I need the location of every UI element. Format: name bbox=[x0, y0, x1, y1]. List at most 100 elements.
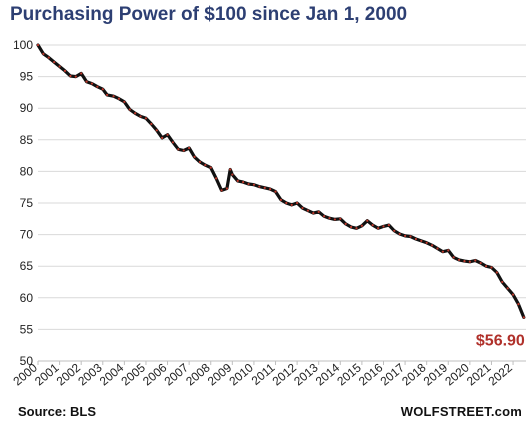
data-point bbox=[80, 72, 82, 74]
data-point bbox=[291, 204, 293, 206]
data-point bbox=[258, 185, 260, 187]
data-point bbox=[301, 207, 303, 209]
y-axis-ticks: 50 55 60 65 70 75 80 85 90 95 100 bbox=[13, 38, 33, 368]
data-point bbox=[75, 76, 77, 78]
data-point bbox=[237, 180, 239, 182]
axes bbox=[38, 361, 526, 365]
brand-label: WOLFSTREET.com bbox=[401, 404, 522, 419]
data-point bbox=[253, 184, 255, 186]
y-tick-label: 80 bbox=[20, 164, 34, 178]
data-point bbox=[102, 88, 104, 90]
data-point bbox=[436, 247, 438, 249]
data-point bbox=[42, 53, 44, 55]
data-point bbox=[37, 44, 39, 46]
data-point bbox=[48, 57, 50, 59]
data-point bbox=[447, 249, 449, 251]
data-point bbox=[334, 218, 336, 220]
data-point bbox=[485, 265, 487, 267]
plot-area bbox=[37, 44, 525, 319]
data-point bbox=[150, 123, 152, 125]
data-point bbox=[226, 187, 228, 189]
data-point bbox=[215, 177, 217, 179]
y-tick-label: 100 bbox=[13, 38, 33, 52]
y-tick-label: 95 bbox=[20, 70, 34, 84]
data-point bbox=[307, 209, 309, 211]
data-point bbox=[91, 82, 93, 84]
data-point bbox=[490, 266, 492, 268]
data-point bbox=[183, 149, 185, 151]
data-point bbox=[123, 101, 125, 103]
data-point bbox=[166, 134, 168, 136]
data-point bbox=[345, 223, 347, 225]
data-point bbox=[156, 129, 158, 131]
y-tick-label: 60 bbox=[20, 291, 34, 305]
y-tick-label: 55 bbox=[20, 322, 34, 336]
data-point bbox=[193, 156, 195, 158]
data-point bbox=[501, 281, 503, 283]
data-point bbox=[463, 260, 465, 262]
data-point bbox=[361, 225, 363, 227]
data-point bbox=[415, 238, 417, 240]
data-point bbox=[242, 181, 244, 183]
data-point bbox=[458, 259, 460, 261]
data-point bbox=[280, 199, 282, 201]
y-tick-label: 90 bbox=[20, 101, 34, 115]
data-point bbox=[204, 164, 206, 166]
y-tick-label: 70 bbox=[20, 228, 34, 242]
data-point bbox=[247, 183, 249, 185]
data-point bbox=[188, 147, 190, 149]
data-point bbox=[517, 303, 519, 305]
data-point bbox=[453, 256, 455, 258]
data-point bbox=[377, 227, 379, 229]
data-point bbox=[480, 262, 482, 264]
x-tick-label: 2022 bbox=[486, 360, 516, 388]
data-point bbox=[145, 117, 147, 119]
data-point bbox=[96, 86, 98, 88]
data-point bbox=[372, 224, 374, 226]
data-point bbox=[129, 108, 131, 110]
data-point bbox=[328, 217, 330, 219]
data-point bbox=[210, 167, 212, 169]
data-point bbox=[69, 75, 71, 77]
data-point bbox=[426, 242, 428, 244]
data-point bbox=[118, 98, 120, 100]
data-point bbox=[318, 211, 320, 213]
data-point bbox=[112, 95, 114, 97]
data-point bbox=[134, 112, 136, 114]
data-point bbox=[404, 235, 406, 237]
data-point bbox=[199, 161, 201, 163]
y-tick-label: 75 bbox=[20, 196, 34, 210]
data-point bbox=[220, 189, 222, 191]
data-point bbox=[64, 70, 66, 72]
data-point bbox=[442, 251, 444, 253]
gridlines bbox=[38, 45, 526, 361]
data-point bbox=[58, 65, 60, 67]
data-point bbox=[285, 202, 287, 204]
data-point bbox=[409, 235, 411, 237]
data-point bbox=[420, 240, 422, 242]
data-point bbox=[474, 259, 476, 261]
data-point bbox=[274, 191, 276, 193]
data-point bbox=[388, 224, 390, 226]
data-point bbox=[177, 148, 179, 150]
data-point bbox=[269, 188, 271, 190]
data-point bbox=[231, 173, 233, 175]
data-point bbox=[431, 244, 433, 246]
data-point bbox=[139, 115, 141, 117]
data-point bbox=[264, 187, 266, 189]
data-point bbox=[382, 225, 384, 227]
data-point bbox=[496, 271, 498, 273]
y-tick-label: 65 bbox=[20, 259, 34, 273]
data-point bbox=[172, 141, 174, 143]
data-point bbox=[161, 137, 163, 139]
data-point bbox=[350, 226, 352, 228]
data-point bbox=[323, 215, 325, 217]
x-axis-ticks: 2000200120022003200420052006200720082009… bbox=[10, 360, 515, 388]
data-point bbox=[523, 316, 525, 318]
data-point bbox=[512, 294, 514, 296]
end-value-label: $56.90 bbox=[476, 332, 525, 349]
data-point bbox=[507, 287, 509, 289]
data-point bbox=[399, 233, 401, 235]
data-point bbox=[53, 61, 55, 63]
data-point bbox=[229, 168, 231, 170]
